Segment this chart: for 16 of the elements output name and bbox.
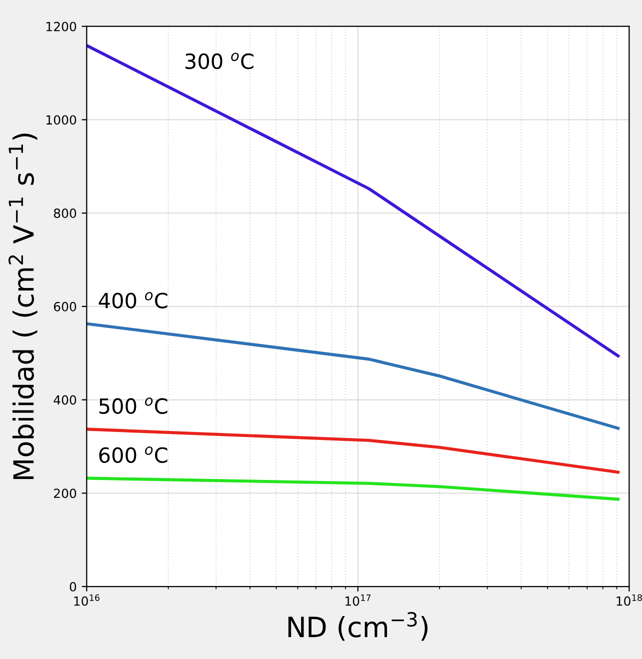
series-label: 400 $^{o}$C	[98, 292, 168, 308]
y-tick-label: 600	[54, 302, 76, 312]
y-tick-label: 200	[54, 488, 76, 498]
x-tick-label: 10$^{17}$	[345, 594, 371, 606]
y-axis-title: Mobilidad ( (cm$^{2}$ V$^{−1}$ s$^{−1}$)	[8, 134, 38, 479]
y-tick-label: 0	[70, 582, 76, 592]
series-label: 300 $^{o}$C	[185, 52, 254, 70]
y-tick-label: 400	[54, 395, 76, 405]
series-label: 500 $^{o}$C	[99, 398, 168, 414]
x-axis-title: ND (cm$^{−3}$)	[288, 612, 428, 641]
y-tick-label: 1200	[46, 22, 76, 32]
series-label: 600 $^{o}$C	[99, 446, 168, 463]
x-tick-label: 10$^{18}$	[616, 594, 642, 606]
y-tick-label: 800	[54, 208, 76, 218]
y-tick-label: 1000	[46, 115, 76, 125]
x-tick-label: 10$^{16}$	[74, 594, 100, 606]
